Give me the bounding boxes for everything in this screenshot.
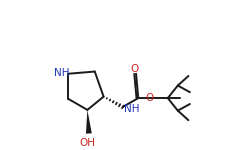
Text: O: O	[130, 64, 139, 74]
Polygon shape	[86, 110, 92, 134]
Text: O: O	[145, 93, 154, 103]
Text: NH: NH	[54, 68, 70, 78]
Text: OH: OH	[80, 138, 96, 148]
Text: NH: NH	[124, 104, 139, 114]
